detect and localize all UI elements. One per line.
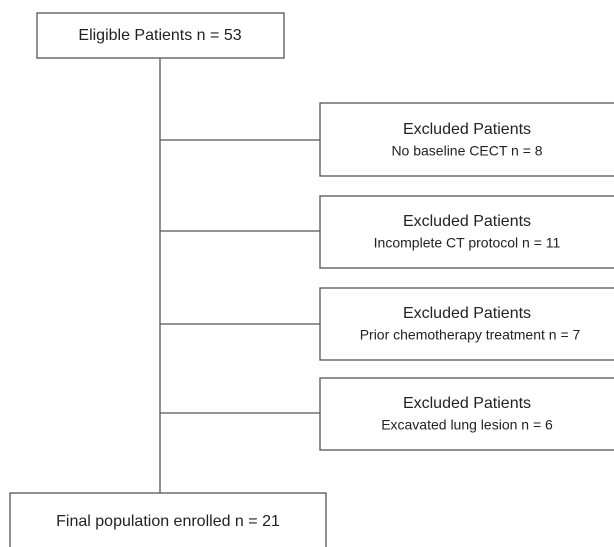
node-detail: No baseline CECT n = 8 [391,143,542,159]
node-label: Excluded Patients [403,395,531,412]
node-label: Excluded Patients [403,305,531,322]
node-detail: Incomplete CT protocol n = 11 [374,235,561,251]
node-label: Excluded Patients [403,213,531,230]
end-box [9,492,327,547]
node-label: Eligible Patients n = 53 [78,27,241,44]
exclusion-box [319,195,614,269]
node-detail: Prior chemotherapy treatment n = 7 [360,327,581,343]
node-label: Final population enrolled n = 21 [56,513,280,530]
node-label: Excluded Patients [403,121,531,138]
exclusion-box [319,102,614,177]
exclusion-box [319,287,614,361]
node-detail: Excavated lung lesion n = 6 [381,417,553,433]
exclusion-box [319,377,614,451]
start-box [36,12,285,59]
